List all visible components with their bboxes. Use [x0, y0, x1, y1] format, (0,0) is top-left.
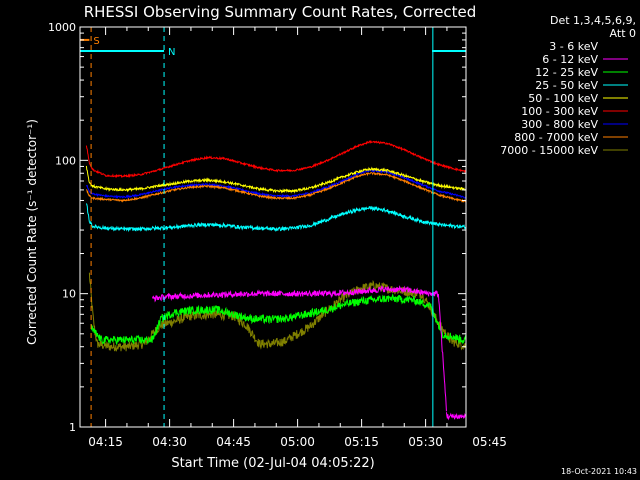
y-tick-label: 1000 [48, 21, 76, 34]
plot-frame [79, 26, 467, 428]
legend-label: 7000 - 15000 keV [500, 144, 598, 157]
y-tick-label: 10 [62, 288, 76, 301]
legend-label: 50 - 100 keV [528, 92, 598, 105]
y-tick-label: 1 [69, 421, 76, 434]
x-axis-label: Start Time (02-Jul-04 04:05:22) [171, 456, 374, 471]
x-tick-label: 04:45 [216, 435, 251, 449]
legend-header-line: Att 0 [610, 27, 636, 40]
series-line-25-50-kev [85, 203, 466, 233]
legend-label: 300 - 800 keV [521, 118, 598, 131]
x-tick-label: 05:15 [344, 435, 379, 449]
flag-label-N: N [168, 47, 175, 58]
y-tick-label: 100 [55, 154, 76, 167]
series-line-50-100-kev [85, 165, 466, 194]
series-line-300-800-kev [85, 168, 466, 200]
y-axis-label: Corrected Count Rate (s⁻¹ detector⁻¹) [25, 119, 39, 345]
x-tick-label: 05:30 [408, 435, 443, 449]
series-line-800-7000-kev [86, 172, 466, 203]
series-line-6-12-kev [152, 284, 466, 422]
x-tick-label: 04:30 [152, 435, 187, 449]
burst-spikes-2 [331, 327, 430, 378]
legend-label: 800 - 7000 keV [514, 131, 598, 144]
flag-label-S: S [93, 36, 99, 47]
x-tick-label: 05:45 [472, 435, 507, 449]
legend-label: 100 - 300 keV [521, 105, 598, 118]
series-line-12-25-kev [90, 293, 466, 346]
legend-label: 6 - 12 keV [542, 53, 598, 66]
burst-spikes-1 [169, 328, 221, 383]
x-tick-label: 04:15 [88, 435, 123, 449]
burst-spikes-0 [117, 375, 152, 427]
legend-header-line: Det 1,3,4,5,6,9, [550, 14, 636, 27]
chart-title: RHESSI Observing Summary Count Rates, Co… [84, 3, 477, 21]
x-tick-label: 05:00 [280, 435, 315, 449]
series-line-100-300-kev [85, 139, 466, 179]
footer-date: 18-Oct-2021 10:43 [561, 467, 637, 476]
legend-label: 12 - 25 keV [535, 66, 598, 79]
legend-label: 25 - 50 keV [535, 79, 598, 92]
legend-label: 3 - 6 keV [549, 40, 598, 53]
